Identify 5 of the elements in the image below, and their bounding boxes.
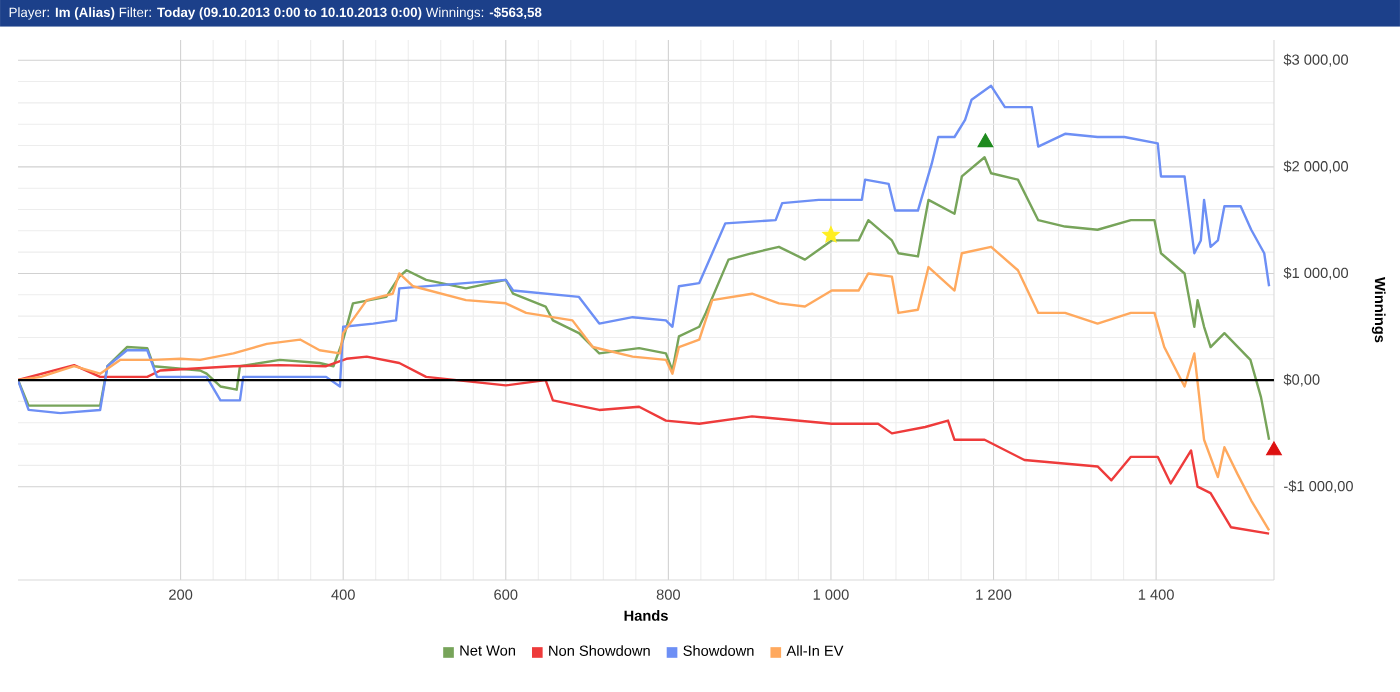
point [977,133,994,148]
line-series [18,245,1271,532]
line-series [18,84,1271,415]
point [1266,441,1282,456]
point [822,226,840,243]
